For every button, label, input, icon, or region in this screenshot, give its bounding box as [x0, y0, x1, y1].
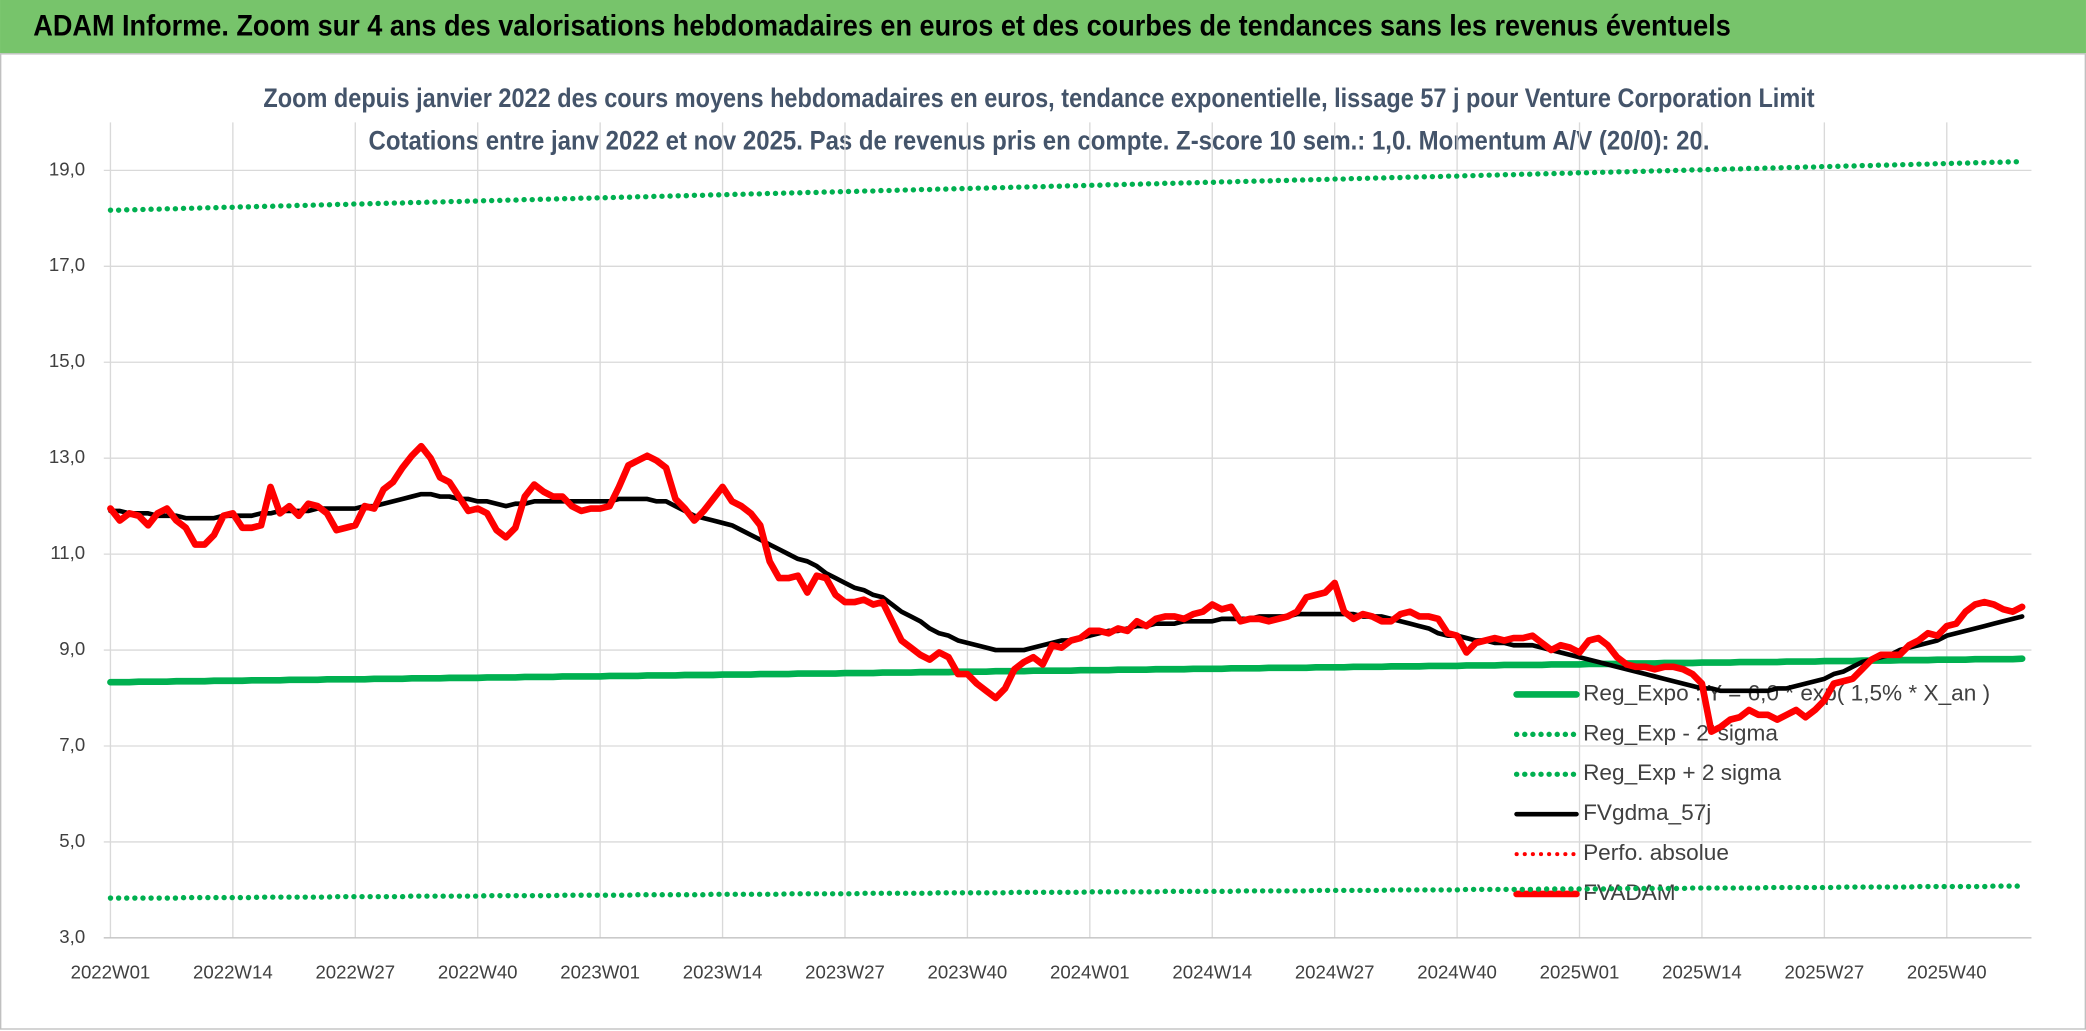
x-tick-label: 2022W27	[315, 962, 395, 983]
legend-label: Reg_Expo : Y = 6,0 * exp( 1,5% * X_an )	[1583, 680, 1990, 705]
x-tick-label: 2024W27	[1295, 962, 1375, 983]
series-line	[107, 442, 2026, 735]
chart-subtitle: Cotations entre janv 2022 et nov 2025. P…	[369, 125, 1710, 155]
legend-label: FVADAM	[1583, 880, 1676, 905]
x-tick-label: 2024W14	[1172, 962, 1252, 983]
series-line	[107, 655, 2026, 686]
y-tick-label: 11,0	[50, 542, 85, 563]
x-tick-label: 2024W01	[1050, 962, 1130, 983]
x-tick-label: 2025W14	[1662, 962, 1742, 983]
y-tick-label: 9,0	[59, 638, 85, 659]
x-tick-label: 2025W40	[1907, 962, 1987, 983]
x-tick-label: 2023W01	[560, 962, 640, 983]
legend-label: Perfo. absolue	[1583, 840, 1729, 865]
y-tick-label: 5,0	[59, 830, 85, 851]
chart-border	[0, 53, 2086, 1030]
y-tick-label: 7,0	[59, 734, 85, 755]
x-tick-label: 2025W27	[1785, 962, 1865, 983]
y-tick-label: 19,0	[49, 158, 85, 179]
header-title: ADAM Informe. Zoom sur 4 ans des valoris…	[33, 11, 1730, 43]
series-line	[107, 159, 2025, 213]
x-tick-label: 2022W14	[193, 962, 273, 983]
x-tick-label: 2023W40	[928, 962, 1008, 983]
x-tick-label: 2024W40	[1417, 962, 1497, 983]
legend-label: FVgdma_57j	[1583, 800, 1711, 825]
y-tick-label: 17,0	[49, 254, 85, 275]
header-bar	[0, 0, 2086, 54]
y-tick-label: 13,0	[49, 446, 85, 467]
legend-label: Reg_Exp + 2 sigma	[1583, 760, 1781, 785]
x-tick-label: 2023W14	[683, 962, 763, 983]
series-line	[107, 883, 2025, 901]
chart-title: Zoom depuis janvier 2022 des cours moyen…	[263, 83, 1814, 113]
y-tick-label: 3,0	[59, 926, 85, 947]
x-tick-label: 2025W01	[1540, 962, 1620, 983]
x-tick-label: 2022W01	[71, 962, 151, 983]
legend-label: Reg_Exp - 2*sigma	[1583, 720, 1778, 745]
y-tick-label: 15,0	[49, 350, 85, 371]
x-tick-label: 2023W27	[805, 962, 885, 983]
x-tick-label: 2022W40	[438, 962, 518, 983]
